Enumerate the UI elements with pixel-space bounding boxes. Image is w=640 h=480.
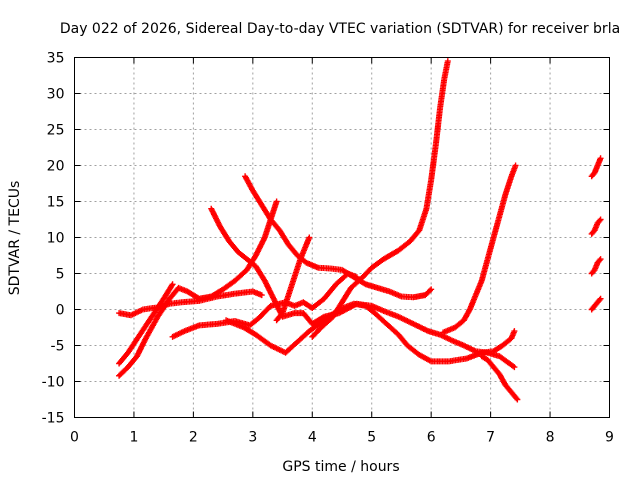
series-track-f bbox=[223, 300, 518, 365]
grid-lines bbox=[74, 57, 610, 418]
x-axis-title: GPS time / hours bbox=[282, 459, 399, 475]
y-tick-label: 35 bbox=[47, 51, 65, 67]
series-track-g bbox=[242, 173, 435, 301]
series-track-b bbox=[116, 198, 280, 379]
data-point-marker bbox=[597, 256, 604, 263]
series-track-a bbox=[116, 281, 176, 367]
data-point-marker bbox=[513, 395, 520, 402]
x-tick-label: 4 bbox=[308, 430, 317, 446]
x-tick-label: 8 bbox=[546, 430, 555, 446]
x-tick-label: 0 bbox=[70, 430, 79, 446]
x-tick-label: 9 bbox=[605, 430, 614, 446]
data-point-marker bbox=[597, 216, 604, 223]
y-axis-title: SDTVAR / TECUs bbox=[7, 181, 23, 296]
x-tick-label: 6 bbox=[427, 430, 436, 446]
data-point-marker bbox=[258, 292, 265, 299]
series-track-l bbox=[588, 155, 604, 180]
x-tick-label: 7 bbox=[486, 430, 495, 446]
series-track-c bbox=[116, 288, 265, 319]
data-point-marker bbox=[444, 58, 451, 65]
series-track-k bbox=[478, 353, 521, 403]
data-point-marker bbox=[426, 287, 433, 294]
series-track-j bbox=[440, 162, 519, 336]
y-tick-label: 20 bbox=[47, 159, 65, 175]
data-point-marker bbox=[306, 234, 313, 241]
y-tick-label: 5 bbox=[56, 267, 65, 283]
series-track-m bbox=[588, 216, 604, 237]
data-point-marker bbox=[596, 257, 603, 264]
y-tick-label: 0 bbox=[56, 303, 65, 319]
data-point-marker bbox=[511, 364, 518, 371]
y-tick-label: -10 bbox=[42, 375, 65, 391]
data-point-marker bbox=[512, 162, 519, 169]
data-point-marker bbox=[273, 198, 280, 205]
y-tick-label: 15 bbox=[47, 195, 65, 211]
data-series bbox=[116, 58, 604, 403]
y-tick-labels: -15 -10 -5 0 5 10 15 20 25 30 35 bbox=[42, 51, 65, 427]
plot-frame bbox=[74, 57, 610, 418]
series-track-h bbox=[273, 234, 313, 324]
x-tick-label: 5 bbox=[367, 430, 376, 446]
data-point-marker bbox=[169, 281, 176, 288]
y-tick-label: 30 bbox=[47, 87, 65, 103]
y-tick-label: -5 bbox=[51, 339, 65, 355]
series-track-i bbox=[309, 58, 451, 340]
chart-title: Day 022 of 2026, Sidereal Day-to-day VTE… bbox=[60, 21, 620, 37]
data-point-marker bbox=[596, 296, 603, 303]
x-tick-label: 1 bbox=[129, 430, 138, 446]
data-point-marker bbox=[597, 155, 604, 162]
y-tick-label: 25 bbox=[47, 123, 65, 139]
data-point-marker bbox=[511, 328, 518, 335]
y-tick-label: -15 bbox=[42, 411, 65, 427]
x-tick-label: 2 bbox=[189, 430, 198, 446]
data-point-marker bbox=[597, 295, 604, 302]
data-point-marker bbox=[514, 396, 521, 403]
data-point-marker bbox=[596, 217, 603, 224]
x-tick-labels: 0 1 2 3 4 5 6 7 8 9 bbox=[70, 430, 614, 446]
series-track-o bbox=[588, 295, 604, 313]
series-track-n bbox=[588, 256, 604, 277]
data-point-marker bbox=[428, 286, 435, 293]
y-tick-label: 10 bbox=[47, 231, 65, 247]
x-tick-label: 3 bbox=[248, 430, 257, 446]
